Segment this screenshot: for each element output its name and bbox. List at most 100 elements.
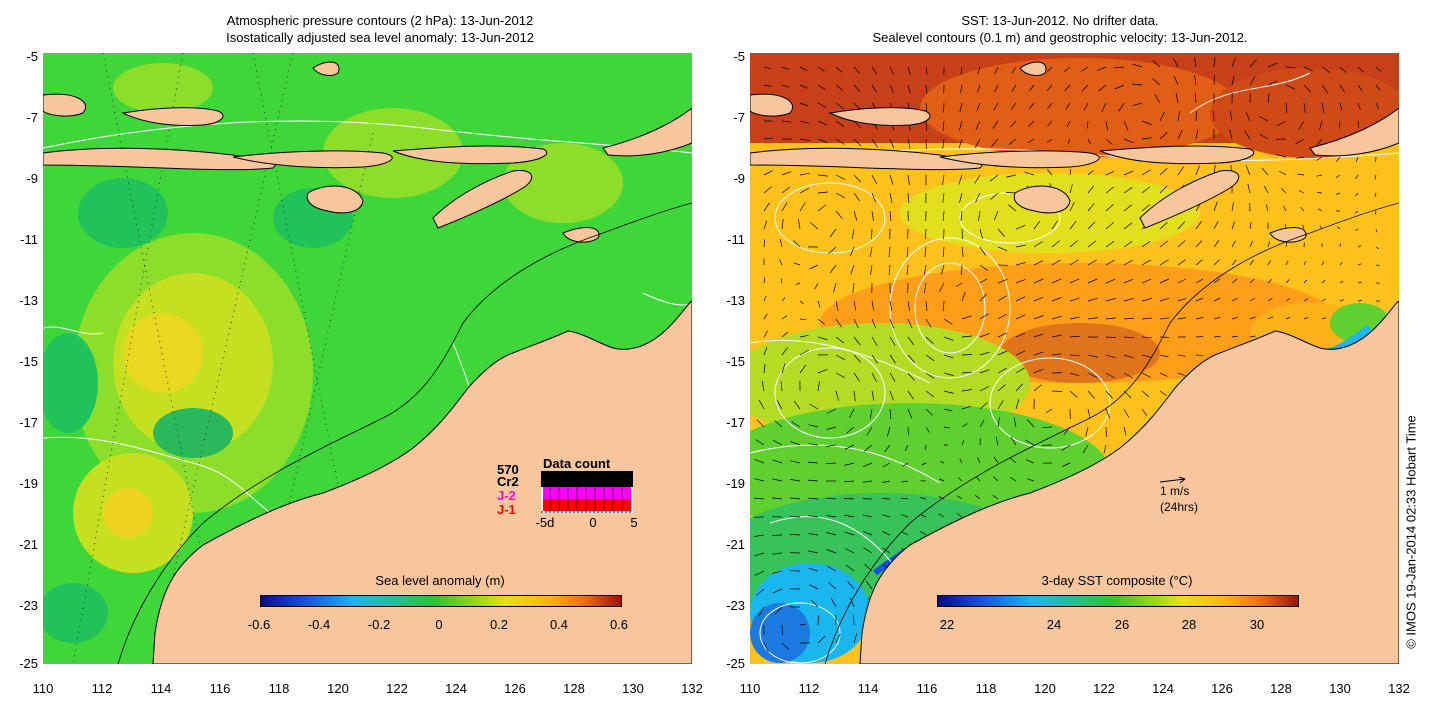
velocity-arrow: [1375, 84, 1381, 91]
velocity-arrow: [817, 336, 828, 341]
velocity-arrow: [754, 552, 765, 557]
velocity-arrow: [781, 66, 790, 70]
velocity-arrow: [1303, 298, 1308, 302]
velocity-arrow: [772, 497, 783, 500]
velocity-arrow: [1141, 259, 1151, 266]
velocity-arrow: [808, 567, 819, 572]
velocity-arrow: [1033, 368, 1044, 374]
velocity-arrow: [961, 354, 973, 356]
velocity-arrow: [1355, 228, 1359, 231]
velocity-arrow: [809, 403, 819, 410]
velocity-arrow: [889, 66, 894, 75]
velocity-arrow: [763, 347, 768, 356]
velocity-arrow: [1141, 204, 1150, 212]
velocity-arrow: [1213, 221, 1219, 230]
velocity-arrow: [943, 372, 954, 376]
velocity-arrow: [781, 297, 786, 302]
velocity-arrow: [1321, 317, 1327, 320]
velocity-arrow: [1339, 299, 1344, 302]
velocity-arrow: [1213, 335, 1221, 338]
velocity-arrow: [1141, 390, 1150, 398]
velocity-arrow: [979, 313, 989, 320]
velocity-arrow: [799, 364, 807, 374]
velocity-arrow: [1357, 102, 1361, 110]
velocity-arrow: [799, 120, 810, 124]
velocity-arrow: [1357, 245, 1362, 248]
velocity-arrow: [1026, 478, 1035, 482]
sst-colorbar-tick: 22: [939, 617, 955, 632]
velocity-arrow: [1132, 63, 1143, 68]
velocity-arrow: [1105, 170, 1115, 176]
velocity-arrow: [849, 246, 855, 257]
velocity-arrow: [1177, 240, 1186, 248]
velocity-arrow: [1105, 354, 1116, 359]
velocity-arrow: [925, 120, 928, 132]
lon-tick: 124: [445, 681, 467, 696]
velocity-arrow: [871, 336, 878, 346]
velocity-arrow: [1285, 316, 1291, 320]
velocity-arrow: [1069, 168, 1072, 176]
velocity-arrow: [992, 476, 999, 482]
velocity-arrow: [997, 313, 1007, 320]
velocity-arrow: [871, 354, 878, 364]
velocity-arrow: [1010, 120, 1017, 128]
velocity-arrow: [925, 84, 928, 94]
velocity-arrow: [1033, 260, 1044, 266]
velocity-arrow: [1285, 66, 1297, 69]
velocity-arrow: [1105, 222, 1114, 230]
velocity-arrow: [830, 598, 837, 608]
velocity-arrow: [1009, 476, 1017, 482]
velocity-arrow: [799, 187, 809, 194]
velocity-arrow: [889, 318, 895, 329]
lat-tick: -21: [19, 537, 38, 552]
velocity-arrow: [1259, 133, 1269, 140]
geostrophic-velocity-field: [753, 56, 1382, 653]
velocity-arrow: [1357, 120, 1359, 128]
velocity-arrow: [1069, 297, 1080, 302]
lat-tick: -19: [726, 476, 745, 491]
lon-tick: 128: [1270, 681, 1292, 696]
velocity-arrow: [943, 426, 950, 429]
velocity-arrow: [1375, 102, 1380, 109]
velocity-arrow: [1285, 279, 1290, 284]
velocity-arrow: [1249, 240, 1253, 248]
sla-colorbar-tick: -0.6: [247, 617, 271, 632]
lon-tick: 126: [504, 681, 526, 696]
velocity-arrow: [961, 264, 963, 276]
velocity-arrow: [774, 606, 783, 615]
velocity-arrow: [979, 228, 983, 239]
velocity-arrow: [925, 300, 928, 312]
lon-tick: 118: [268, 681, 290, 696]
velocity-arrow: [1357, 66, 1364, 73]
velocity-arrow: [1123, 426, 1127, 436]
velocity-arrow: [871, 192, 876, 203]
lon-tick: 128: [563, 681, 585, 696]
velocity-arrow: [763, 363, 766, 374]
velocity-arrow: [774, 420, 783, 428]
velocity-arrow: [1213, 259, 1220, 266]
velocity-arrow: [1123, 372, 1133, 379]
velocity-arrow: [1357, 263, 1362, 266]
velocity-arrow: [754, 570, 765, 576]
velocity-arrow: [1154, 94, 1161, 104]
velocity-arrow: [1177, 259, 1186, 266]
velocity-arrow: [1285, 241, 1288, 248]
velocity-arrow: [763, 137, 773, 140]
velocity-arrow: [1087, 278, 1098, 284]
velocity-arrow: [1087, 185, 1094, 194]
velocity-arrow: [997, 384, 1006, 392]
velocity-arrow: [1123, 336, 1135, 339]
velocity-arrow: [1141, 317, 1152, 320]
velocity-arrow: [1194, 92, 1197, 104]
velocity-arrow: [1065, 102, 1071, 110]
lon-tick: 124: [1152, 681, 1174, 696]
velocity-arrow: [776, 400, 783, 410]
velocity-arrow: [960, 210, 963, 221]
velocity-arrow: [959, 102, 963, 113]
velocity-arrow: [979, 386, 990, 392]
velocity-arrow: [869, 408, 873, 419]
velocity-arrow: [1105, 186, 1115, 194]
velocity-arrow: [1009, 457, 1017, 464]
velocity-arrow: [1069, 316, 1080, 320]
velocity-arrow: [763, 186, 772, 194]
